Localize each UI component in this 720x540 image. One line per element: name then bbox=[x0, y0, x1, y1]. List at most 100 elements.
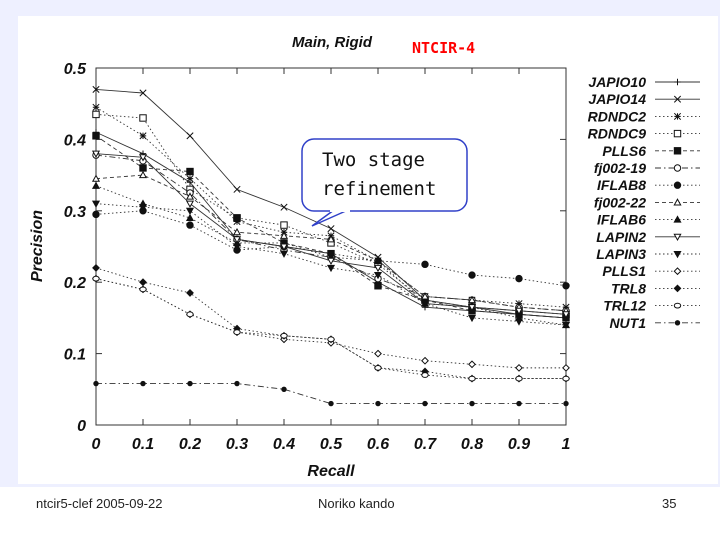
series-nut1 bbox=[93, 380, 569, 407]
data-point bbox=[374, 282, 382, 290]
data-point bbox=[421, 260, 429, 269]
data-point bbox=[92, 85, 100, 93]
data-point bbox=[468, 375, 476, 382]
legend-entry: fj002-22 bbox=[594, 194, 700, 210]
data-point bbox=[186, 289, 194, 297]
data-point bbox=[373, 272, 383, 280]
x-tick-label: 0.3 bbox=[226, 436, 248, 453]
legend-marker bbox=[673, 164, 682, 172]
legend-entry: RDNDC2 bbox=[588, 108, 700, 124]
axis-ticks: 0 0.1 0.2 0.3 0.4 0.5 0 0.1 0.2 0.3 0.4 0.5 0.6 0.7 0.… bbox=[64, 61, 571, 453]
data-point bbox=[92, 275, 100, 282]
legend-entry: TRL12 bbox=[603, 298, 700, 314]
legend-marker bbox=[674, 320, 681, 326]
legend-label: PLLS1 bbox=[602, 263, 646, 279]
data-point bbox=[139, 286, 147, 293]
data-point bbox=[279, 250, 289, 258]
data-point bbox=[469, 400, 475, 407]
data-point bbox=[326, 257, 336, 266]
data-point bbox=[92, 110, 100, 119]
y-tick-label: 0 bbox=[77, 418, 86, 435]
legend-marker bbox=[673, 215, 682, 223]
x-tick-label: 1 bbox=[562, 436, 571, 453]
series-line bbox=[96, 383, 566, 405]
data-point bbox=[373, 264, 383, 273]
data-point bbox=[561, 321, 571, 330]
legend-label: RDNDC9 bbox=[588, 126, 647, 142]
x-tick-label: 0.9 bbox=[508, 436, 530, 453]
data-point bbox=[139, 114, 147, 122]
y-tick-label: 0.4 bbox=[64, 132, 86, 149]
legend-entry: NUT1 bbox=[609, 315, 700, 331]
legend: JAPIO10JAPIO14RDNDC2RDNDC9PLLS6fj002-19I… bbox=[588, 74, 700, 331]
legend-entry: IFLAB8 bbox=[597, 177, 700, 193]
data-point bbox=[93, 380, 99, 387]
data-point bbox=[185, 207, 195, 216]
legend-entry: LAPIN3 bbox=[596, 246, 700, 262]
data-point bbox=[515, 363, 523, 372]
data-point bbox=[326, 235, 336, 243]
data-point bbox=[420, 292, 430, 300]
data-point bbox=[92, 210, 100, 219]
data-point bbox=[232, 243, 242, 251]
data-point bbox=[328, 400, 334, 407]
series-line bbox=[95, 135, 567, 319]
series-trl8 bbox=[92, 264, 570, 383]
data-point bbox=[187, 380, 193, 387]
legend-marker bbox=[673, 181, 682, 189]
series-line bbox=[95, 203, 567, 326]
data-point bbox=[138, 154, 148, 162]
data-point bbox=[139, 132, 147, 140]
data-point bbox=[138, 204, 148, 212]
data-point bbox=[185, 200, 195, 208]
series-line bbox=[95, 210, 567, 287]
x-tick-label: 0.2 bbox=[179, 436, 201, 453]
data-point bbox=[92, 103, 100, 111]
data-point bbox=[561, 311, 571, 319]
footer-date: ntcir5-clef 2005-09-22 bbox=[36, 496, 163, 511]
data-point bbox=[233, 329, 241, 336]
legend-label: fj002-22 bbox=[594, 194, 646, 210]
x-tick-label: 0.7 bbox=[414, 436, 437, 453]
legend-label: fj002-19 bbox=[594, 160, 646, 176]
data-point bbox=[373, 256, 383, 264]
data-point bbox=[467, 304, 477, 312]
data-point bbox=[233, 185, 241, 193]
data-point bbox=[327, 225, 335, 233]
legend-label: TRL8 bbox=[611, 280, 646, 296]
series-line bbox=[95, 278, 566, 369]
ntcir-tag: NTCIR-4 bbox=[412, 39, 475, 57]
data-point bbox=[91, 181, 101, 189]
y-axis-label: Precision bbox=[29, 210, 46, 282]
series-lines bbox=[91, 85, 571, 407]
legend-marker bbox=[673, 233, 682, 242]
data-point bbox=[91, 200, 101, 208]
data-point bbox=[139, 164, 147, 172]
x-tick-label: 0 bbox=[92, 436, 101, 453]
data-point bbox=[422, 400, 428, 407]
page-number: 35 bbox=[662, 496, 677, 511]
data-point bbox=[562, 363, 570, 372]
data-point bbox=[281, 386, 287, 392]
legend-entry: JAPIO10 bbox=[588, 74, 700, 90]
legend-marker bbox=[673, 267, 682, 276]
data-point bbox=[516, 400, 522, 407]
callout-bubble: Two stage refinement bbox=[301, 138, 468, 227]
legend-label: NUT1 bbox=[609, 315, 646, 331]
data-point bbox=[374, 349, 382, 358]
series-plls1 bbox=[92, 274, 570, 372]
data-point bbox=[562, 375, 570, 382]
legend-marker bbox=[673, 147, 682, 155]
data-point bbox=[468, 360, 476, 369]
data-point bbox=[515, 274, 523, 283]
x-tick-label: 0.6 bbox=[367, 436, 389, 453]
legend-marker bbox=[673, 129, 682, 138]
x-tick-label: 0.1 bbox=[132, 436, 154, 453]
y-tick-label: 0.5 bbox=[64, 61, 87, 78]
data-point bbox=[139, 278, 147, 287]
callout-line-2: refinement bbox=[322, 178, 436, 200]
series-lapin3 bbox=[91, 200, 571, 330]
series-iflab8 bbox=[92, 207, 570, 290]
data-point bbox=[420, 300, 430, 308]
